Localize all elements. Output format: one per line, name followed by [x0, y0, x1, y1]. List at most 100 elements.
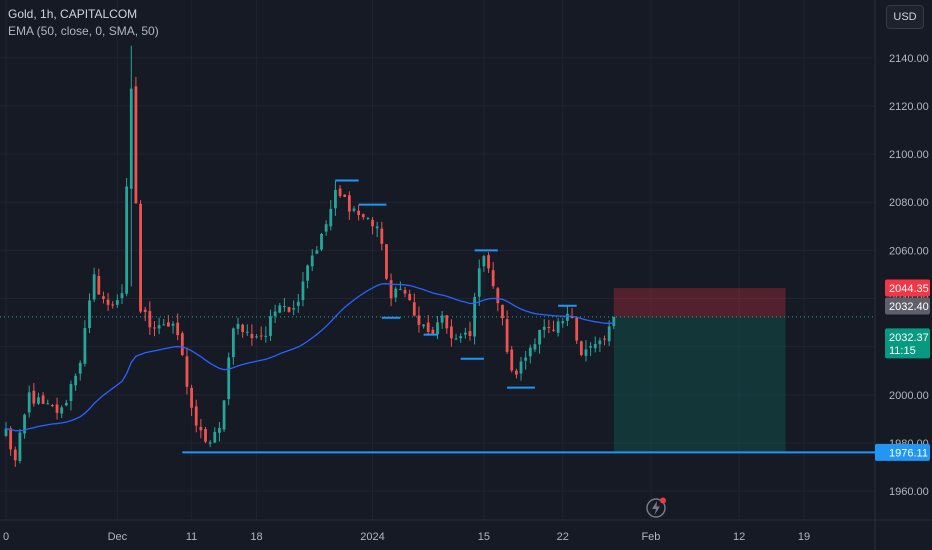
candle-body: [199, 426, 203, 431]
candle-body: [552, 329, 555, 331]
candle-body: [417, 315, 421, 325]
candle-body: [250, 333, 254, 339]
candle-body: [97, 276, 101, 295]
candle-body: [64, 402, 68, 406]
candle-body: [445, 315, 449, 329]
candle-body: [584, 349, 588, 356]
candle-body: [46, 403, 50, 405]
candle-body: [612, 316, 616, 327]
candle-body: [496, 288, 500, 304]
candle-body: [603, 338, 606, 340]
candle-body: [385, 244, 388, 279]
candle-body: [32, 390, 36, 404]
tradingview-bolt-icon[interactable]: [644, 496, 668, 520]
candle-body: [514, 370, 518, 375]
candle-body: [366, 217, 370, 219]
candle-body: [83, 328, 87, 364]
candle-body: [343, 194, 347, 197]
time-tick-label: 11: [186, 531, 197, 543]
candle-body: [334, 189, 337, 209]
candle-body: [528, 347, 532, 357]
candle-body: [69, 384, 73, 402]
price-badge: 2032.40: [885, 297, 930, 315]
candle-body: [208, 442, 212, 444]
candle-body: [139, 203, 142, 312]
candle-body: [143, 309, 147, 312]
candle-body: [102, 296, 105, 299]
time-tick-label: 19: [798, 531, 810, 543]
price-badge-label: 2044.35: [889, 283, 929, 295]
time-tick-label: 0: [3, 531, 9, 543]
candle-body: [222, 400, 226, 430]
candle-body: [593, 343, 597, 349]
candle-body: [236, 323, 240, 329]
candle-body: [74, 375, 77, 386]
candle-body: [598, 340, 602, 345]
candle-body: [273, 311, 277, 317]
time-tick-label: Feb: [641, 531, 660, 543]
candle-body: [134, 86, 138, 204]
candle-body: [306, 265, 309, 281]
time-tick-label: 2024: [360, 531, 384, 543]
time-tick-label: 22: [557, 531, 569, 543]
candle-body: [194, 406, 198, 426]
price-tick-label: 2120.00: [889, 101, 929, 113]
candle-body: [505, 319, 509, 352]
candle-body: [88, 300, 91, 328]
price-badge: 2044.35: [885, 279, 930, 297]
take-profit-zone[interactable]: [613, 316, 786, 453]
candle-body: [231, 328, 235, 358]
price-tick-label: 2080.00: [889, 197, 929, 209]
candle-body: [320, 233, 323, 250]
candle-body: [380, 228, 384, 244]
candle-body: [347, 195, 351, 212]
candle-body: [92, 274, 96, 300]
candle-body: [78, 362, 82, 374]
candle-body: [533, 344, 537, 350]
candle-body: [524, 357, 528, 361]
candle-body: [607, 326, 611, 342]
candle-body: [436, 322, 439, 335]
candle-body: [566, 313, 569, 321]
candle-body: [269, 316, 272, 336]
candle-body: [282, 306, 286, 308]
candle-body: [180, 333, 184, 356]
candle-body: [426, 322, 430, 332]
candle-body: [519, 361, 523, 374]
candle-body: [398, 288, 402, 290]
candle-body: [23, 414, 26, 434]
candle-body: [55, 404, 59, 413]
candle-body: [389, 280, 393, 299]
candle-body: [547, 327, 551, 329]
bar-countdown-label: 11:15: [889, 345, 916, 357]
candle-body: [157, 325, 161, 329]
stop-loss-zone[interactable]: [613, 288, 786, 317]
candle-body: [589, 346, 593, 348]
candle-body: [501, 304, 504, 319]
candle-body: [111, 304, 115, 306]
candle-body: [37, 397, 40, 404]
candle-body: [473, 296, 477, 337]
candle-body: [338, 188, 342, 196]
currency-button[interactable]: USD: [886, 5, 924, 29]
candle-body: [259, 335, 263, 337]
candle-body: [27, 392, 31, 413]
candle-body: [431, 329, 435, 334]
candle-body: [477, 268, 481, 297]
candle-body: [315, 250, 319, 254]
candle-body: [301, 281, 305, 301]
candle-body: [115, 300, 119, 305]
candle-body: [13, 449, 17, 461]
candle-body: [241, 324, 245, 333]
time-tick-label: Dec: [108, 531, 128, 543]
candle-body: [185, 356, 189, 387]
candle-body: [375, 226, 379, 229]
candle-body: [41, 395, 45, 404]
chart-legend: Gold, 1h, CAPITALCOM EMA (50, close, 0, …: [8, 6, 159, 40]
candle-body: [129, 88, 133, 189]
candle-body: [482, 256, 486, 267]
candle-body: [287, 306, 291, 312]
candle-body: [487, 255, 490, 269]
